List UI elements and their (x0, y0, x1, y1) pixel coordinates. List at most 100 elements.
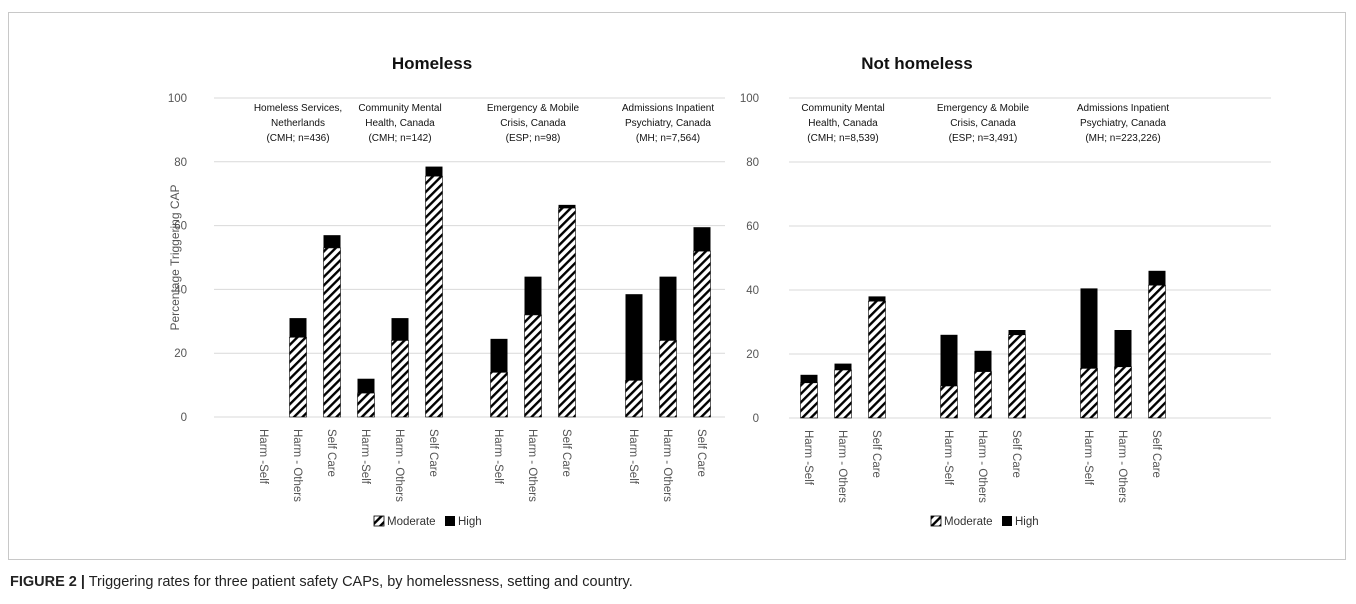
bar-high (659, 276, 677, 341)
category-label: Self Care (560, 429, 572, 477)
bar-moderate (289, 336, 307, 418)
group-label-line: Homeless Services, (254, 103, 342, 114)
bar-high (391, 318, 409, 341)
bar-high (1008, 330, 1026, 335)
y-tick-label: 20 (746, 349, 759, 361)
bar-moderate (558, 207, 576, 418)
caption-text: Triggering rates for three patient safet… (84, 574, 633, 590)
group-label-line: Emergency & Mobile (487, 103, 580, 114)
legend-label-high: High (458, 516, 482, 528)
legend-label-moderate: Moderate (944, 516, 993, 528)
chart-not-homeless: 0 20 40 60 80 100 Not homeless Community Mental… (740, 54, 1271, 528)
category-label: Self Care (870, 430, 882, 478)
y-axis-label: Percentage Triggering CAP (168, 184, 182, 330)
category-label: Harm -Self (492, 429, 504, 485)
bar-moderate (1080, 368, 1098, 419)
category-label: Self Care (1010, 430, 1022, 478)
bar-moderate (659, 340, 677, 418)
y-tick-label: 0 (753, 413, 759, 425)
stacked-bar-charts: 0 20 40 60 80 100 Homeless Percentage Triggerin… (168, 54, 1271, 528)
group-label-line: Admissions Inpatient (1077, 103, 1169, 114)
category-label: Harm - Others (836, 430, 848, 503)
group-label-line: Health, Canada (365, 118, 435, 129)
bar-moderate (425, 175, 443, 418)
legend-label-high: High (1015, 516, 1039, 528)
category-label: Self Care (1150, 430, 1162, 478)
bar-moderate (1114, 366, 1132, 419)
category-label: Harm -Self (802, 430, 814, 486)
group-label-line: (MH; n=223,226) (1085, 133, 1160, 144)
bar-high (490, 338, 508, 373)
group-label-line: Netherlands (271, 118, 325, 129)
chart-title: Homeless (392, 54, 472, 73)
group-label-line: (ESP; n=98) (506, 133, 561, 144)
legend-label-moderate: Moderate (387, 516, 436, 528)
group-label-line: Psychiatry, Canada (625, 118, 711, 129)
bar-high (1114, 330, 1132, 367)
legend-swatch-moderate (930, 515, 942, 527)
legend-swatch-high (445, 516, 455, 526)
bar-moderate (974, 371, 992, 419)
y-tick-label: 80 (174, 157, 187, 169)
category-label: Harm - Others (661, 429, 673, 502)
group-label-line: (CMH; n=142) (368, 133, 431, 144)
group-label-line: Community Mental (801, 103, 884, 114)
category-label: Harm -Self (942, 430, 954, 486)
group-label-line: Admissions Inpatient (622, 103, 714, 114)
bar-high (834, 363, 852, 370)
group-label-line: (CMH; n=8,539) (807, 133, 878, 144)
legend-swatch-high (1002, 516, 1012, 526)
bar-high (1080, 288, 1098, 369)
bar-high (693, 227, 711, 252)
bar-moderate (490, 372, 508, 418)
y-tick-label: 0 (181, 412, 187, 424)
category-label: Harm -Self (627, 429, 639, 485)
bar-high (625, 294, 643, 381)
bar-moderate (391, 340, 409, 418)
category-label: Self Care (427, 429, 439, 477)
chart-title: Not homeless (861, 54, 972, 73)
category-label: Harm -Self (1082, 430, 1094, 486)
bar-high (974, 350, 992, 372)
y-tick-label: 100 (168, 93, 187, 105)
legend-swatch-moderate (373, 515, 385, 527)
bar-high (524, 276, 542, 315)
category-label: Harm - Others (393, 429, 405, 502)
bar-high (425, 166, 443, 177)
category-label: Harm -Self (257, 429, 269, 485)
group-label-line: Psychiatry, Canada (1080, 118, 1166, 129)
category-label: Harm - Others (291, 429, 303, 502)
category-label: Self Care (695, 429, 707, 477)
category-label: Harm - Others (1116, 430, 1128, 503)
bar-high (1148, 270, 1166, 286)
bar-moderate (940, 385, 958, 419)
bar-moderate (868, 300, 886, 419)
y-tick-label: 20 (174, 348, 187, 360)
category-label: Harm -Self (359, 429, 371, 485)
category-label: Self Care (325, 429, 337, 477)
category-label: Harm - Others (976, 430, 988, 503)
group-label-line: (ESP; n=3,491) (949, 133, 1018, 144)
bar-high (357, 378, 375, 394)
group-label-line: Crisis, Canada (950, 118, 1016, 129)
bar-high (289, 318, 307, 338)
caption-label: FIGURE 2 | (10, 574, 85, 590)
group-label-line: (CMH; n=436) (266, 133, 329, 144)
group-label-line: Health, Canada (808, 118, 878, 129)
group-label-line: Community Mental (358, 103, 441, 114)
y-tick-label: 40 (746, 285, 759, 297)
bar-moderate (1008, 334, 1026, 419)
bar-high (800, 374, 818, 383)
bar-moderate (834, 369, 852, 419)
bar-moderate (323, 247, 341, 418)
chart-homeless: 0 20 40 60 80 100 Homeless Percentage Triggerin… (168, 54, 725, 528)
bar-high (558, 204, 576, 209)
y-tick-label: 60 (746, 221, 759, 233)
figure-caption: FIGURE 2 | Triggering rates for three pa… (10, 574, 633, 590)
bar-high (323, 235, 341, 248)
group-label-line: (MH; n=7,564) (636, 133, 700, 144)
bar-moderate (625, 380, 643, 418)
y-tick-label: 60 (174, 221, 187, 233)
bar-moderate (1148, 284, 1166, 419)
bar-high (940, 334, 958, 386)
